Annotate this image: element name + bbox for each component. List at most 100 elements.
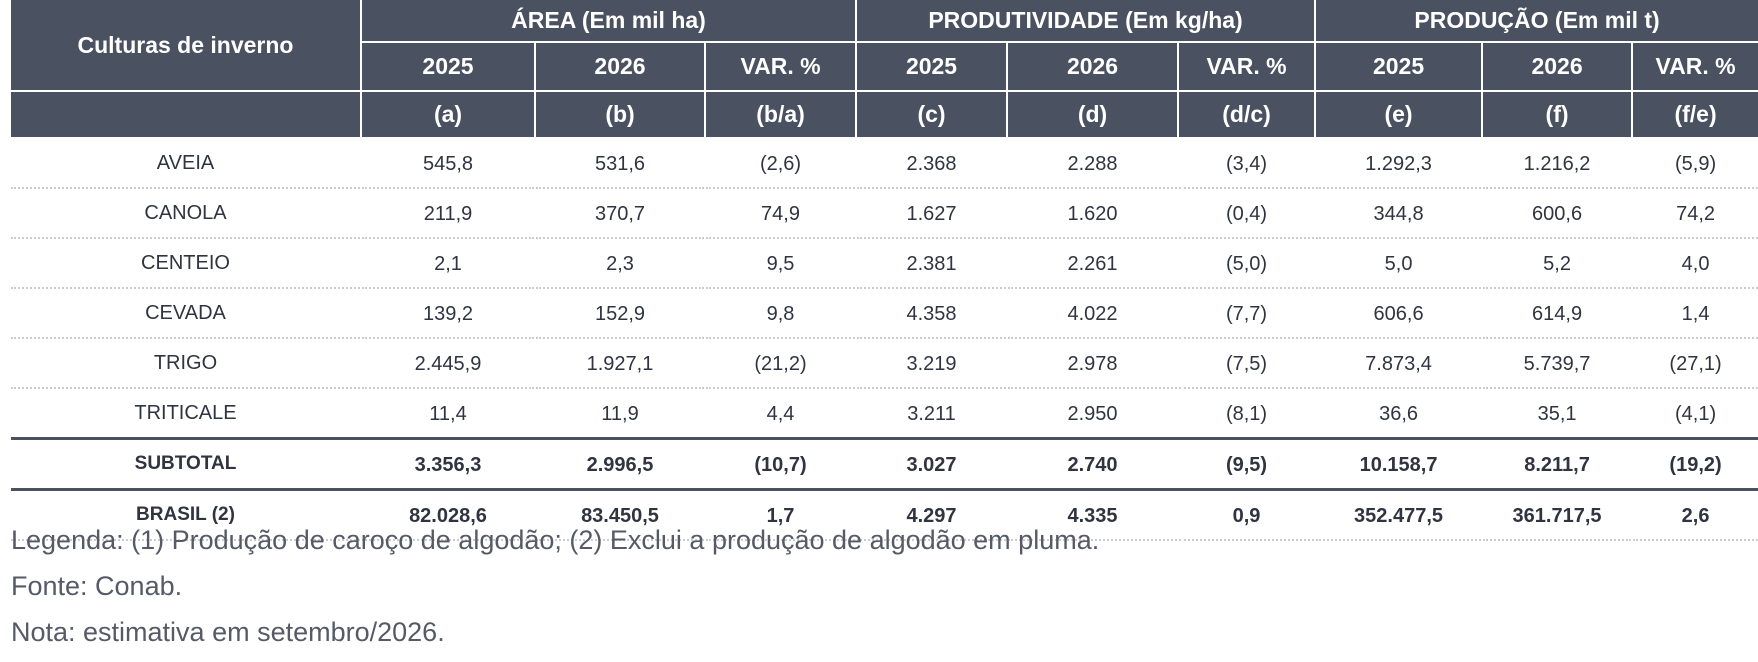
group-header-produtividade: PRODUTIVIDADE (Em kg/ha)	[856, 0, 1317, 43]
table-cell: 5,0	[1315, 238, 1484, 289]
year-header: 2026	[1482, 42, 1634, 92]
subtotal-row: SUBTOTAL 3.356,3 2.996,5 (10,7) 3.027 2.…	[11, 437, 1758, 491]
table-cell: 1.292,3	[1315, 138, 1484, 189]
crop-name: TRIGO	[11, 338, 362, 389]
brasil-row: BRASIL (2) 82.028,6 83.450,5 1,7 4.297 4…	[11, 489, 1758, 541]
code-header: (f)	[1482, 91, 1634, 139]
table-cell: 11,4	[361, 388, 536, 440]
table-cell: 36,6	[1315, 388, 1484, 440]
table-cell: 531,6	[535, 138, 706, 189]
table-cell: (10,7)	[705, 437, 858, 491]
table-row: CANOLA 211,9 370,7 74,9 1.627 1.620 (0,4…	[11, 188, 1758, 239]
table-cell: 2,1	[361, 238, 536, 289]
table-cell: 2.740	[1007, 437, 1180, 491]
table-cell: 1.627	[856, 188, 1009, 239]
code-header: (b/a)	[705, 91, 858, 139]
table-cell: 2.288	[1007, 138, 1180, 189]
crop-name: CEVADA	[11, 288, 362, 339]
table-cell: 2.261	[1007, 238, 1180, 289]
winter-crops-table: Culturas de inverno ÁREA (Em mil ha) PRO…	[11, 0, 1758, 541]
year-header: 2026	[535, 42, 706, 92]
table-cell: 5.739,7	[1482, 338, 1634, 389]
table-cell: 4.297	[856, 489, 1009, 541]
culturas-header: Culturas de inverno	[11, 0, 362, 92]
table-row: AVEIA 545,8 531,6 (2,6) 2.368 2.288 (3,4…	[11, 138, 1758, 189]
table-cell: 152,9	[535, 288, 706, 339]
table-cell: 606,6	[1315, 288, 1484, 339]
var-header: VAR. %	[1632, 42, 1758, 92]
table-cell: 1,7	[705, 489, 858, 541]
table-cell: 614,9	[1482, 288, 1634, 339]
table-cell: (8,1)	[1178, 388, 1317, 440]
code-header: (b)	[535, 91, 706, 139]
table-cell: (4,1)	[1632, 388, 1758, 440]
table-cell: 370,7	[535, 188, 706, 239]
code-header: (e)	[1315, 91, 1484, 139]
table-cell: 11,9	[535, 388, 706, 440]
table-cell: 2.445,9	[361, 338, 536, 389]
table-cell: 139,2	[361, 288, 536, 339]
table-cell: 74,2	[1632, 188, 1758, 239]
table-cell: 545,8	[361, 138, 536, 189]
crop-name: AVEIA	[11, 138, 362, 189]
table-header: Culturas de inverno ÁREA (Em mil ha) PRO…	[11, 0, 1758, 139]
group-header-producao: PRODUÇÃO (Em mil t)	[1315, 0, 1758, 43]
table-cell: 1,4	[1632, 288, 1758, 339]
table-cell: 2,3	[535, 238, 706, 289]
estimate-note: Nota: estimativa em setembro/2026.	[11, 617, 445, 647]
table-row: CENTEIO 2,1 2,3 9,5 2.381 2.261 (5,0) 5,…	[11, 238, 1758, 289]
var-header: VAR. %	[705, 42, 858, 92]
table-cell: 2.368	[856, 138, 1009, 189]
table-cell: 74,9	[705, 188, 858, 239]
table-row: TRIGO 2.445,9 1.927,1 (21,2) 3.219 2.978…	[11, 338, 1758, 389]
table-cell: (0,4)	[1178, 188, 1317, 239]
table-cell: 1.927,1	[535, 338, 706, 389]
table-cell: 211,9	[361, 188, 536, 239]
table-cell: 2.381	[856, 238, 1009, 289]
table-cell: 352.477,5	[1315, 489, 1484, 541]
table-cell: 82.028,6	[361, 489, 536, 541]
table-cell: 2,6	[1632, 489, 1758, 541]
table-cell: 344,8	[1315, 188, 1484, 239]
crop-name: CENTEIO	[11, 238, 362, 289]
code-header: (a)	[361, 91, 536, 139]
table-cell: 2.950	[1007, 388, 1180, 440]
table-cell: 600,6	[1482, 188, 1634, 239]
year-header: 2026	[1007, 42, 1180, 92]
table-row: TRITICALE 11,4 11,9 4,4 3.211 2.950 (8,1…	[11, 388, 1758, 440]
table-cell: (3,4)	[1178, 138, 1317, 189]
table-cell: 5,2	[1482, 238, 1634, 289]
legend-note: Legenda: (1) Produção de caroço de algod…	[11, 525, 1100, 555]
table-cell: 3.356,3	[361, 437, 536, 491]
table-cell: 1.620	[1007, 188, 1180, 239]
table-cell: 83.450,5	[535, 489, 706, 541]
table-cell: 10.158,7	[1315, 437, 1484, 491]
table-cell: 361.717,5	[1482, 489, 1634, 541]
table-cell: 0,9	[1178, 489, 1317, 541]
code-header: (c)	[856, 91, 1009, 139]
table-cell: (7,5)	[1178, 338, 1317, 389]
table-cell: 4,4	[705, 388, 858, 440]
table-cell: (9,5)	[1178, 437, 1317, 491]
crop-name: TRITICALE	[11, 388, 362, 440]
table-cell: (5,0)	[1178, 238, 1317, 289]
table-cell: 9,5	[705, 238, 858, 289]
year-header: 2025	[1315, 42, 1484, 92]
table-cell: (7,7)	[1178, 288, 1317, 339]
table-cell: 35,1	[1482, 388, 1634, 440]
code-header: (d/c)	[1178, 91, 1317, 139]
table-cell: 7.873,4	[1315, 338, 1484, 389]
table-cell: 2.978	[1007, 338, 1180, 389]
code-header: (d)	[1007, 91, 1180, 139]
table-cell: 3.219	[856, 338, 1009, 389]
table-cell: (27,1)	[1632, 338, 1758, 389]
table-cell: (21,2)	[705, 338, 858, 389]
table-cell: (5,9)	[1632, 138, 1758, 189]
subtotal-label: SUBTOTAL	[11, 437, 362, 491]
table-cell: 3.211	[856, 388, 1009, 440]
header-spacer	[11, 91, 362, 139]
group-header-area: ÁREA (Em mil ha)	[361, 0, 858, 43]
year-header: 2025	[361, 42, 536, 92]
table-cell: 4,0	[1632, 238, 1758, 289]
